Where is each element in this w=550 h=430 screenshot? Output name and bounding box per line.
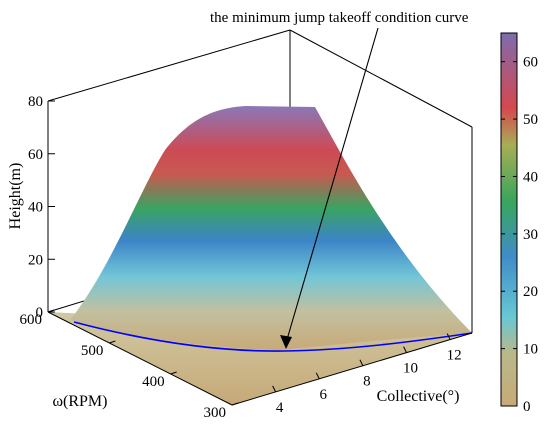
colorbar-tick-label: 60 bbox=[523, 55, 538, 71]
colorbar-tick-label: 0 bbox=[523, 399, 531, 415]
y-axis-line bbox=[47, 311, 233, 406]
y-tick-mark bbox=[231, 402, 239, 406]
y-axis-label: ω(RPM) bbox=[53, 393, 108, 410]
x-tick-label: 10 bbox=[403, 361, 418, 377]
box-edge-back-top-left bbox=[47, 29, 291, 102]
x-tick-label: 4 bbox=[276, 400, 284, 416]
z-tick-label: 20 bbox=[28, 252, 43, 268]
z-tick-label: 60 bbox=[28, 147, 43, 163]
z-axis-ticks: 0 20 40 60 80 bbox=[28, 94, 55, 321]
annotation-arrow-head bbox=[280, 335, 292, 349]
front-axis-lines bbox=[47, 311, 473, 406]
surface-mountain bbox=[70, 106, 472, 350]
x-tick-label: 8 bbox=[363, 374, 371, 390]
colorbar-tick-label: 40 bbox=[523, 169, 538, 185]
box-edge-back-top-right bbox=[289, 29, 473, 128]
y-tick-mark bbox=[109, 340, 116, 344]
x-axis-ticks: 4 6 8 10 12 bbox=[272, 333, 462, 416]
y-tick-mark bbox=[170, 371, 177, 375]
x-tick-label: 6 bbox=[320, 387, 328, 403]
colorbar-tick-label: 50 bbox=[523, 112, 538, 128]
z-tick-label: 80 bbox=[28, 94, 43, 110]
annotation-arrow-line bbox=[285, 27, 379, 344]
x-tick-mark bbox=[446, 333, 451, 340]
x-tick-mark bbox=[272, 385, 277, 393]
x-axis-line bbox=[231, 332, 473, 406]
y-axis-ticks: 300 400 500 600 bbox=[20, 309, 239, 421]
colorbar-tick-label: 10 bbox=[523, 342, 538, 358]
minimum-jump-takeoff-curve bbox=[73, 321, 473, 352]
colorbar bbox=[500, 32, 518, 407]
x-axis-label: Collective(°) bbox=[377, 388, 460, 405]
x-tick-label: 12 bbox=[447, 348, 462, 364]
y-tick-label: 300 bbox=[204, 405, 227, 421]
colorbar-tick-label: 20 bbox=[523, 284, 538, 300]
colorbar-tick-label: 30 bbox=[523, 227, 538, 243]
y-tick-label: 600 bbox=[20, 312, 43, 328]
z-tick-label: 40 bbox=[28, 200, 43, 216]
y-tick-label: 500 bbox=[81, 343, 104, 359]
annotation-text: the minimum jump takeoff condition curve bbox=[210, 10, 469, 26]
z-axis-label: Height(m) bbox=[7, 163, 24, 230]
y-tick-mark bbox=[47, 309, 55, 313]
x-tick-mark bbox=[315, 372, 320, 380]
colorbar-ticks: 0 10 20 30 40 50 60 bbox=[501, 55, 538, 415]
y-tick-label: 400 bbox=[142, 374, 165, 390]
z-tick-label: 0 bbox=[36, 305, 44, 321]
x-tick-mark bbox=[359, 359, 364, 366]
x-tick-mark bbox=[403, 346, 407, 353]
